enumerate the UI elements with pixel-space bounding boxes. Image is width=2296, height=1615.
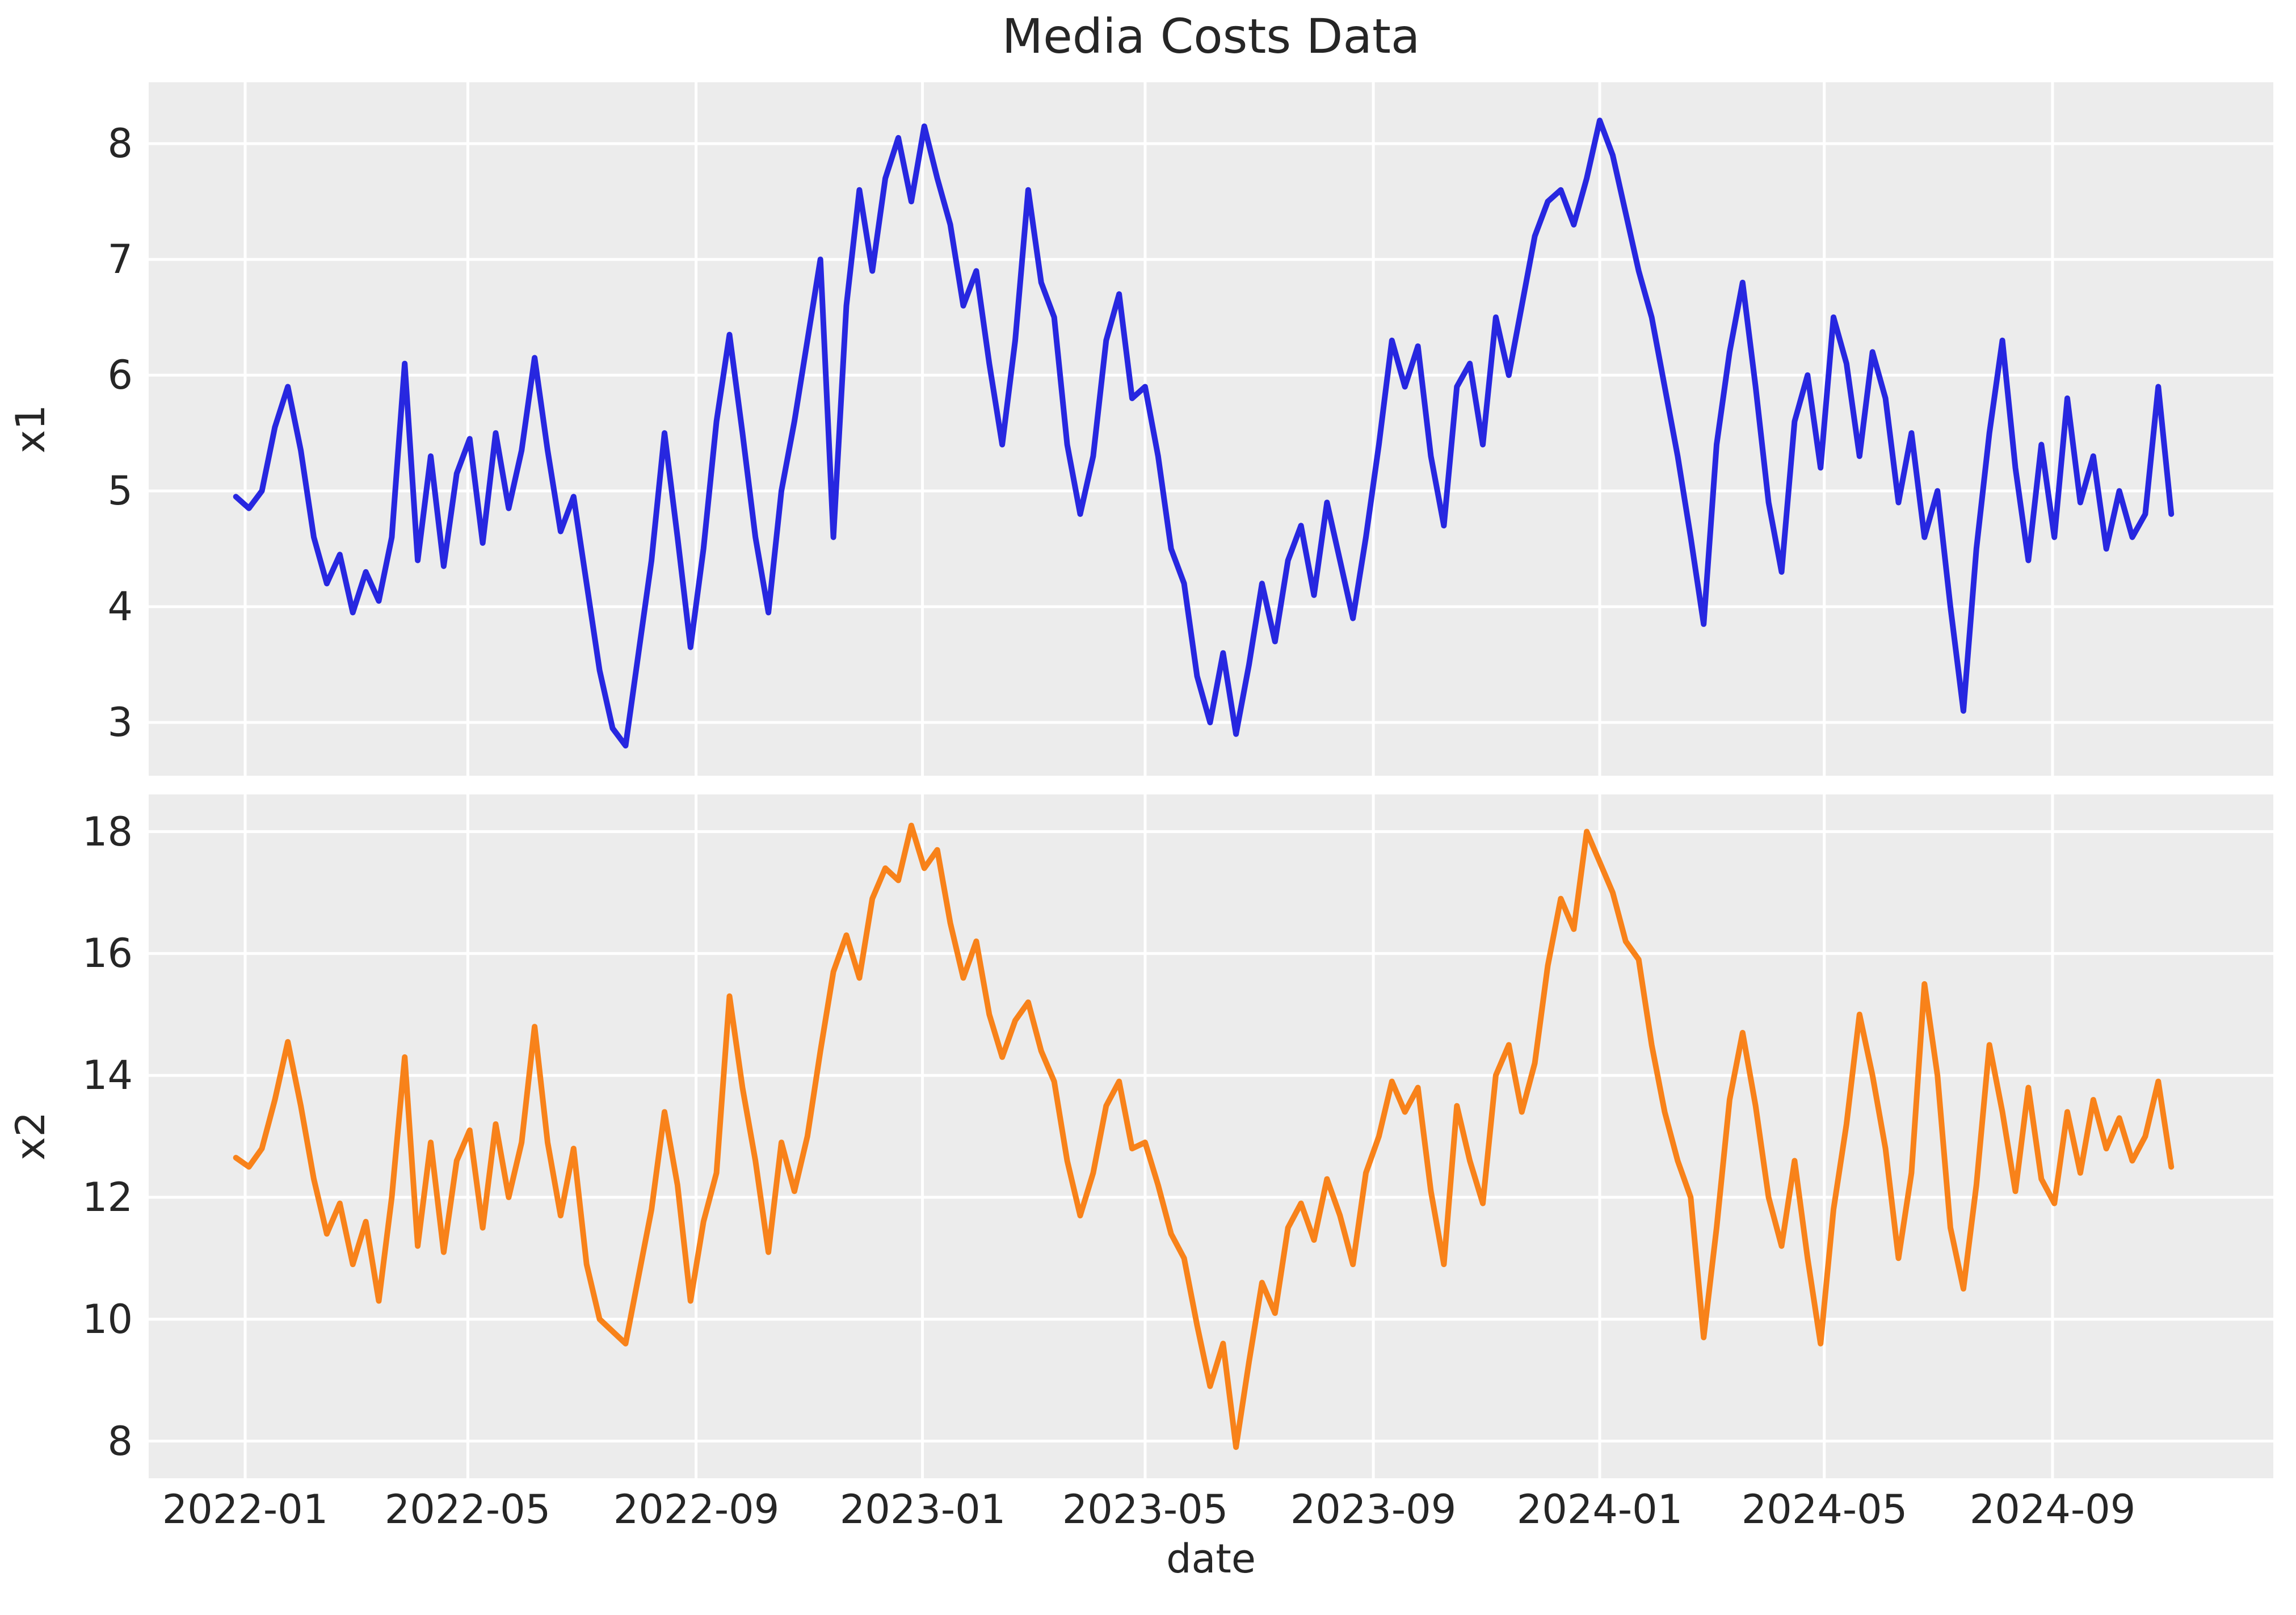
y-tick-label: 10 xyxy=(82,1296,133,1343)
y-axis-label-x2: x2 xyxy=(7,1112,54,1160)
x-tick-label: 2023-09 xyxy=(1290,1486,1457,1533)
chart-title: Media Costs Data xyxy=(1002,9,1420,64)
bottom-axes-background xyxy=(149,794,2273,1478)
x1-line xyxy=(233,117,2175,748)
x-tick-label: 2023-01 xyxy=(839,1486,1006,1533)
y-tick-label: 6 xyxy=(107,352,133,398)
y-tick-label: 8 xyxy=(107,1418,133,1465)
x-axis-label: date xyxy=(1166,1536,1256,1582)
y-tick-label: 5 xyxy=(107,468,133,514)
y-axis-label-x1: x1 xyxy=(7,405,54,453)
bottom-axes-grid xyxy=(149,794,2273,1478)
y-tick-label: 12 xyxy=(82,1174,133,1221)
x-tick-label: 2022-05 xyxy=(384,1486,551,1533)
y-tick-label: 14 xyxy=(82,1052,133,1099)
y-tick-label: 4 xyxy=(107,583,133,630)
x-tick-label: 2024-09 xyxy=(1969,1486,2136,1533)
y-tick-label: 16 xyxy=(82,930,133,977)
x-tick-label: 2022-01 xyxy=(162,1486,329,1533)
y-tick-label: 8 xyxy=(107,120,133,167)
x2-line xyxy=(233,822,2175,1450)
x-tick-label: 2022-09 xyxy=(613,1486,780,1533)
y-tick-label: 18 xyxy=(82,809,133,855)
data-lines xyxy=(233,117,2175,1450)
x-tick-label: 2024-01 xyxy=(1516,1486,1683,1533)
x-tick-label: 2024-05 xyxy=(1741,1486,1908,1533)
x-tick-label: 2023-05 xyxy=(1062,1486,1229,1533)
top-axes-background xyxy=(149,82,2273,776)
y-tick-label: 7 xyxy=(107,236,133,283)
y-tick-label: 3 xyxy=(107,699,133,746)
